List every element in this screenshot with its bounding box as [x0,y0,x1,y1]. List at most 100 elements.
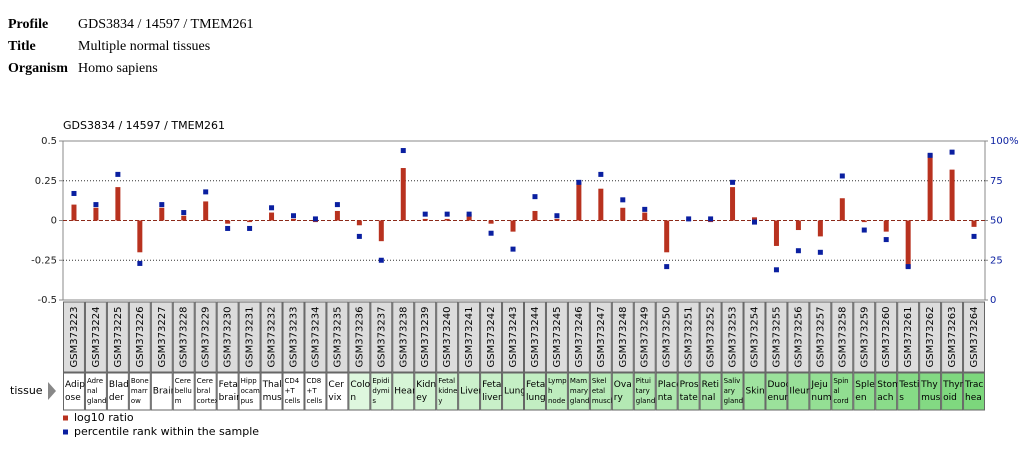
dot [664,264,670,270]
tissue-label: gland [724,397,744,405]
sample-label: GSM373244 [530,307,541,368]
tissue-label: Liver [460,387,482,397]
sample-box [765,301,788,373]
tissue-label: brain [219,393,242,403]
tissue-label: gland [87,397,107,405]
dot [203,189,209,195]
bar [137,220,143,253]
tissue-label: vix [328,393,342,403]
bar [269,212,275,221]
dot [422,211,428,217]
sample-box [919,301,942,373]
bar [159,207,165,221]
sample-box [348,301,371,373]
tissue-box [589,372,612,411]
sample-label: GSM373231 [245,307,256,368]
sample-box [216,301,239,373]
bar [773,220,779,246]
sample-box [831,301,854,373]
tissue-box [392,372,415,411]
tissue-label: Reti [702,380,719,390]
dot [817,249,823,255]
tissue-label: enum [767,393,793,403]
sample-box [699,301,722,373]
sample-box [458,301,481,373]
sample-label: GSM373264 [969,307,980,368]
sample-box [282,301,305,373]
dot [576,179,582,185]
bar [949,169,955,221]
tissue-label: Ileum [789,387,814,397]
tissue-box [480,372,503,411]
tissue-label: Blad [109,380,129,390]
bar [642,212,648,221]
tissue-label: cord [833,397,848,405]
tissue-label: y [438,397,442,405]
tissue-box [216,372,239,411]
bar [225,220,231,224]
tissue-label: en [855,393,866,403]
tissue-label: ey [416,393,428,403]
value: Multiple normal tissues [78,39,210,54]
tissue-label: ose [65,393,81,403]
tissue-label: ach [877,393,893,403]
bar [620,207,626,221]
bar [400,168,406,221]
bar [115,187,121,221]
sample-box [84,301,107,373]
sample-box [194,301,217,373]
tissue-label: Pros [680,380,699,390]
tissue-label: bellu [175,387,192,395]
sample-box [787,301,810,373]
tissue-label: cells [306,397,322,405]
tissue-box [699,372,722,411]
bar [817,220,823,237]
tissue-label: Cere [175,377,191,385]
sample-box [304,301,327,373]
tissue-label: Thyr [942,380,964,390]
sample-box [480,301,503,373]
sample-box [106,301,129,373]
dot [554,213,560,219]
tissue-label: oid [943,393,957,403]
tissue-label: n [350,393,356,403]
tissue-title: tissue [10,384,43,397]
tissue-box [84,372,107,411]
sample-box [63,301,85,373]
tissue-label: Fetal [482,380,504,390]
tissue-label: node [548,397,565,405]
sample-label: GSM373224 [91,307,102,368]
tissue-label: Mam [570,377,587,385]
sample-label: GSM373253 [728,307,739,368]
sample-box [963,301,985,373]
value: Homo sapiens [78,61,158,76]
tissue-label: s [899,393,904,403]
tissue-box [436,372,459,411]
tissue-label: Adip [65,380,85,390]
bar [444,218,450,221]
tissue-label: Brain [153,387,177,397]
tissue-label: Kidn [416,380,436,390]
tissue-label: Lymp [548,377,567,385]
tissue-box [655,372,678,411]
tissue-label: mus [263,393,282,403]
dot [137,260,143,266]
sample-label: GSM373250 [662,307,673,368]
tissue-label: Saliv [724,377,741,385]
bar [752,217,757,221]
tissue-label: Pitui [636,377,651,385]
sample-label: GSM373233 [289,307,300,368]
sample-box [589,301,612,373]
sample-label: GSM373245 [552,307,563,368]
bar [795,220,801,231]
tissue-box [326,372,349,411]
legend-swatch [63,415,68,421]
sample-label: GSM373234 [310,307,321,368]
tissue-label: nta [658,393,673,403]
bar [664,220,670,253]
y2-tick-label: 75 [990,176,1003,187]
tissue-box [238,372,261,411]
tissue-box [458,372,481,411]
tissue-label: Hipp [241,377,258,385]
